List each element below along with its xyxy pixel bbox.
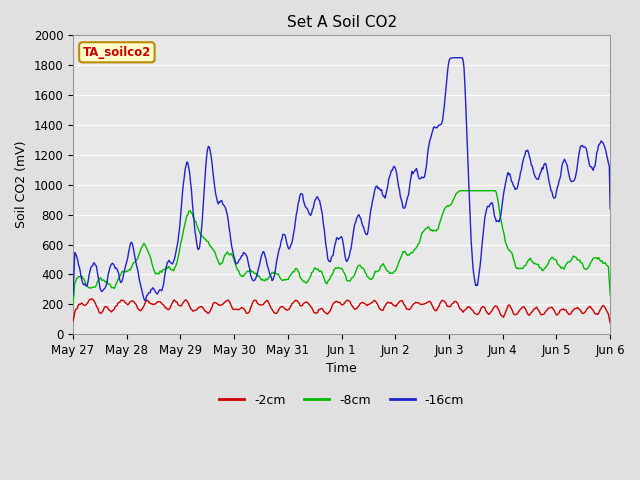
Line: -16cm: -16cm	[73, 58, 610, 300]
-2cm	[88, 296, 96, 302]
-16cm	[387, 171, 394, 177]
-2cm	[429, 304, 436, 310]
-8cm	[69, 301, 77, 307]
Line: -8cm: -8cm	[73, 191, 610, 304]
-8cm	[164, 265, 172, 271]
-2cm	[165, 307, 173, 312]
-8cm	[456, 188, 463, 193]
-8cm	[207, 244, 215, 250]
-16cm	[69, 292, 77, 298]
-2cm	[69, 318, 77, 324]
-16cm	[476, 269, 483, 275]
-2cm	[313, 310, 321, 316]
Title: Set A Soil CO2: Set A Soil CO2	[287, 15, 397, 30]
-16cm	[429, 128, 436, 134]
X-axis label: Time: Time	[326, 362, 357, 375]
Y-axis label: Soil CO2 (mV): Soil CO2 (mV)	[15, 141, 28, 228]
-8cm	[428, 227, 436, 233]
Line: -2cm: -2cm	[73, 299, 610, 323]
-2cm	[208, 304, 216, 310]
-16cm	[208, 160, 216, 166]
-8cm	[386, 271, 394, 276]
-16cm	[141, 298, 148, 303]
-8cm	[606, 292, 614, 298]
Text: TA_soilco2: TA_soilco2	[83, 46, 151, 59]
-2cm	[474, 311, 482, 317]
-8cm	[474, 188, 482, 193]
-16cm	[606, 206, 614, 212]
-16cm	[165, 257, 173, 263]
-16cm	[449, 55, 456, 60]
Legend: -2cm, -8cm, -16cm: -2cm, -8cm, -16cm	[214, 389, 469, 411]
-16cm	[313, 194, 321, 200]
-8cm	[312, 266, 320, 272]
-2cm	[387, 300, 394, 306]
-2cm	[606, 320, 614, 326]
